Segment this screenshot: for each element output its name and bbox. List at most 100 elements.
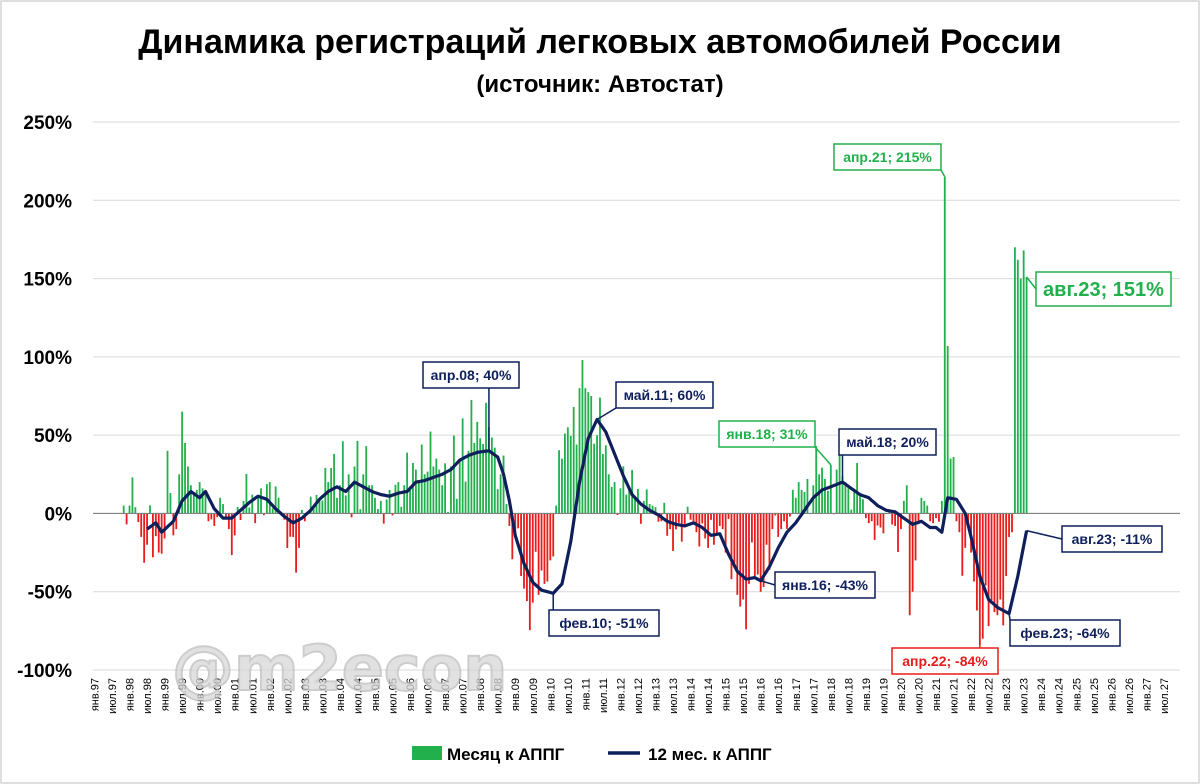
legend-label-line: 12 мес. к АППГ [648,745,772,764]
bar [616,513,619,515]
annotation: авг.23; -11% [1026,525,1163,553]
annotation-box [891,647,999,675]
bar [981,513,984,639]
bar [751,513,753,543]
bar [765,513,768,545]
bar [996,513,999,616]
bar [847,488,850,514]
annotation-box [1035,271,1172,307]
bar [859,494,861,514]
bar [526,513,528,602]
x-tick-label: янв.16 [756,678,768,711]
x-tick-label: июл.02 [282,678,294,714]
bar [362,474,365,514]
bar [140,513,143,537]
bar [651,505,654,514]
bar [613,482,616,514]
x-tick-label: июл.15 [738,678,750,714]
bar [195,489,198,514]
bar [499,474,502,514]
annotation-label: авг.23; 151% [1043,279,1164,301]
bar [867,513,870,524]
y-axis: 250% 200% 150% 100% 50% 0% -50% -100% [17,113,72,682]
bar [794,497,797,514]
bar [458,458,461,514]
bar [143,513,146,563]
bar [403,485,406,514]
annotation-box [548,609,660,637]
bar [862,499,864,514]
x-tick-label: янв.11 [580,678,592,710]
annotation-box [833,143,942,171]
bar [727,513,730,519]
legend-label-bar: Месяц к АППГ [447,745,565,764]
bar [826,490,829,514]
bar [789,513,791,517]
bar [321,500,324,514]
series-line [146,417,1029,616]
bar [680,513,683,542]
bar [260,488,262,514]
bar [251,494,254,514]
annotation: апр.08; 40% [422,361,520,451]
bar [604,445,607,514]
x-tick-label: июл.10 [563,678,575,714]
x-tick-label: июл.99 [177,678,189,714]
bar [222,504,224,514]
y-tick-label: -100% [17,661,72,682]
bar [999,513,1002,600]
annotation-label: янв.18; 31% [726,426,808,442]
bar [879,513,882,528]
bar [131,477,134,514]
bar [528,513,531,631]
bar [663,502,666,514]
bar [905,485,908,514]
annotation-label: апр.08; 40% [431,367,512,383]
line-series [146,417,1029,616]
bar [152,513,154,558]
bar [864,513,867,519]
bar [400,506,403,514]
bar [225,513,227,520]
bar [914,513,917,561]
bar [628,490,631,514]
bar [610,486,613,514]
bar [344,495,347,514]
bar [122,505,125,514]
annotation-leader [814,446,832,466]
bar [961,513,964,576]
bar [482,444,484,514]
x-tick-label: июл.06 [423,678,435,714]
bar [622,466,625,514]
bar [432,466,435,514]
bar [233,513,236,536]
bar [949,458,952,514]
bar [581,359,584,514]
bar [470,399,473,514]
annotation-label: май.18; 20% [846,434,929,450]
bar [575,444,578,514]
bar [502,455,505,514]
bar [675,513,677,530]
annotation: янв.16; -43% [760,571,876,599]
annotation-leader [760,580,776,586]
annotation-box [1009,619,1121,647]
bar [312,505,315,514]
bar [268,482,271,514]
bar [479,438,482,514]
bar [578,388,581,514]
bar [634,497,636,514]
x-tick-label: янв.14 [686,678,698,711]
y-tick-label: 200% [23,191,72,212]
annotation-leader [1008,613,1011,621]
bar [417,480,420,514]
bar [353,466,356,514]
annotation-leader [1026,276,1037,290]
bar [394,484,397,514]
bar [374,497,376,514]
bar [917,513,920,524]
y-tick-label: -50% [28,583,72,604]
annotation: май.11; 60% [596,381,714,421]
x-tick-label: янв.15 [721,678,733,711]
bar [376,509,379,514]
